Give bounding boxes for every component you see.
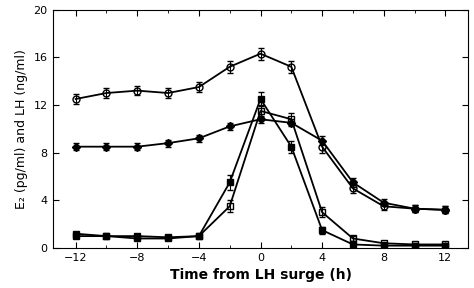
Y-axis label: E₂ (pg/ml) and LH (ng/ml): E₂ (pg/ml) and LH (ng/ml): [15, 49, 28, 209]
X-axis label: Time from LH surge (h): Time from LH surge (h): [170, 268, 352, 283]
